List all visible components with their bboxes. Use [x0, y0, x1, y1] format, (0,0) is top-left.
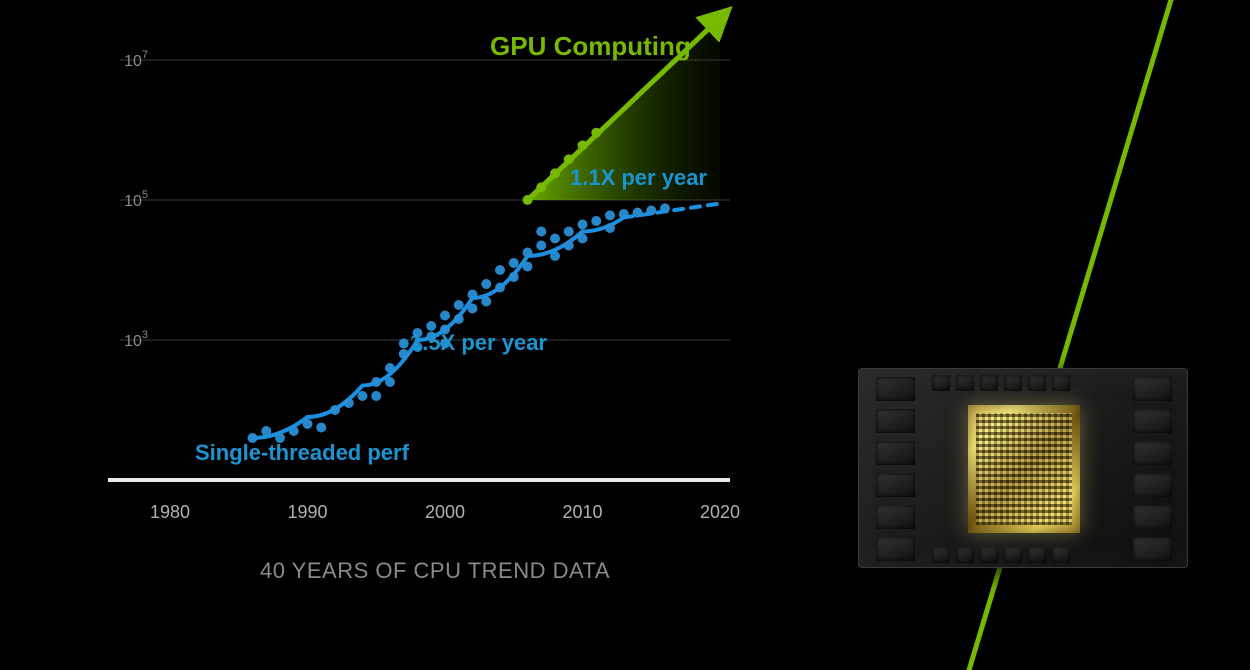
- gpu-chip-graphic: [858, 368, 1188, 568]
- performance-chart: 103 105 107 1980 1990 2000 2010 2020 Single-th…: [0, 0, 1250, 670]
- annotation-rate_cpu: 1.5X per year: [410, 330, 547, 355]
- annotation-single_threaded: Single-threaded perf: [195, 440, 410, 465]
- chart-y-ticks: 103 105 107: [124, 49, 148, 350]
- x-tick-label: 2000: [425, 502, 465, 522]
- annotation-gpu: GPU Computing: [490, 31, 691, 61]
- chart-x-ticks: 1980 1990 2000 2010 2020: [150, 502, 740, 522]
- x-tick-label: 2020: [700, 502, 740, 522]
- slide-root: 103 105 107 1980 1990 2000 2010 2020 Single-th…: [0, 0, 1250, 670]
- y-tick-label: 107: [124, 49, 148, 70]
- cpu-scatter: [248, 203, 671, 443]
- y-tick-label: 105: [124, 189, 148, 210]
- cpu-trend-line: [253, 204, 721, 439]
- y-tick-label: 103: [124, 329, 148, 350]
- x-tick-label: 2010: [562, 502, 602, 522]
- chart-caption: 40 YEARS OF CPU TREND DATA: [260, 558, 610, 583]
- x-tick-label: 1980: [150, 502, 190, 522]
- annotation-rate_plateau: 1.1X per year: [570, 165, 707, 190]
- x-tick-label: 1990: [287, 502, 327, 522]
